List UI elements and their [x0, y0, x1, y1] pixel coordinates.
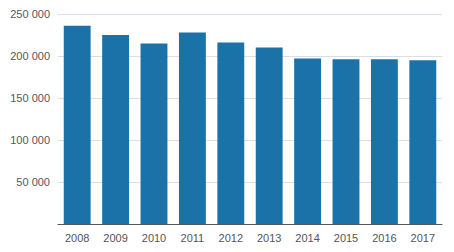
svg-text:2009: 2009: [103, 232, 127, 244]
svg-text:200 000: 200 000: [10, 50, 50, 62]
svg-text:2017: 2017: [411, 232, 435, 244]
svg-text:2015: 2015: [334, 232, 358, 244]
svg-text:250 000: 250 000: [10, 8, 50, 20]
svg-text:2008: 2008: [65, 232, 89, 244]
svg-text:100 000: 100 000: [10, 134, 50, 146]
svg-text:2011: 2011: [181, 232, 205, 244]
svg-text:2013: 2013: [257, 232, 281, 244]
svg-text:2016: 2016: [372, 232, 396, 244]
svg-text:2014: 2014: [295, 232, 319, 244]
svg-text:150 000: 150 000: [10, 92, 50, 104]
svg-text:50 000: 50 000: [16, 176, 50, 188]
svg-text:2012: 2012: [219, 232, 243, 244]
svg-text:2010: 2010: [142, 232, 166, 244]
